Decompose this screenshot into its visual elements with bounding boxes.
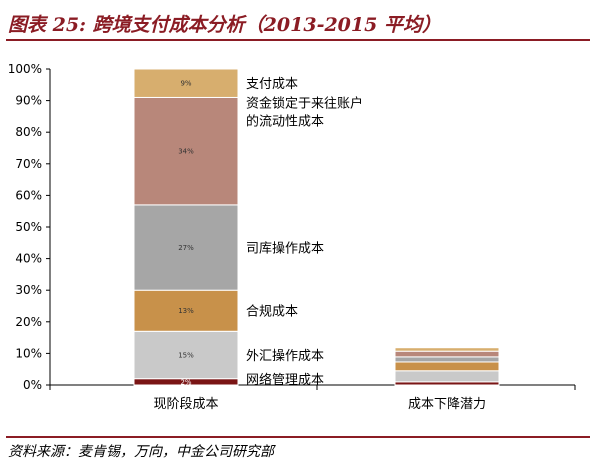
y-tick-label: 70%	[15, 157, 42, 171]
data-label: 13%	[178, 307, 194, 315]
y-tick-label: 60%	[15, 188, 42, 202]
series-label: 资金锁定于来往账户	[246, 95, 363, 111]
title-divider	[6, 39, 590, 41]
data-label: 9%	[180, 80, 191, 88]
bar-segment	[394, 361, 500, 372]
bar-segment	[133, 68, 239, 98]
x-tick-label: 成本下降潜力	[408, 397, 486, 412]
bar-segment	[394, 370, 500, 383]
bar-segment	[133, 289, 239, 332]
source-note: 资料来源：麦肯锡，万向，中金公司研究部	[8, 444, 274, 460]
series-label: 的流动性成本	[246, 113, 324, 129]
series-label: 司库操作成本	[246, 241, 324, 257]
y-tick-label: 30%	[15, 283, 42, 297]
series-label: 外汇操作成本	[246, 348, 324, 364]
y-tick-label: 20%	[15, 315, 42, 329]
page-title: 图表 25: 跨境支付成本分析（2013-2015 平均）	[8, 14, 441, 36]
y-tick-label: 0%	[23, 378, 42, 392]
data-label: 27%	[178, 244, 194, 252]
y-tick-label: 100%	[8, 62, 42, 76]
y-tick-label: 90%	[15, 94, 42, 108]
y-tick-label: 50%	[15, 220, 42, 234]
y-tick-label: 80%	[15, 125, 42, 139]
data-label: 15%	[178, 351, 194, 359]
data-label: 34%	[178, 148, 194, 156]
series-label: 支付成本	[246, 77, 298, 92]
source-divider	[6, 436, 590, 438]
series-label: 合规成本	[246, 305, 298, 320]
y-tick-label: 40%	[15, 252, 42, 266]
bar-segment	[133, 204, 239, 291]
bar-segment	[394, 350, 500, 358]
data-label: 2%	[180, 378, 191, 386]
bar-segment	[394, 356, 500, 363]
series-label: 网络管理成本	[246, 372, 324, 388]
title-bar: 图表 25: 跨境支付成本分析（2013-2015 平均）	[6, 4, 590, 38]
x-tick-label: 现阶段成本	[153, 397, 218, 412]
bar-segment	[133, 330, 239, 380]
y-tick-label: 10%	[15, 346, 42, 360]
bar-segment	[394, 347, 500, 352]
